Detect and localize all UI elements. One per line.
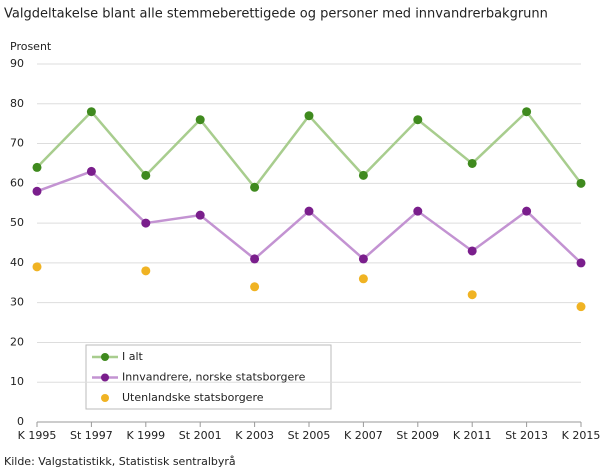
x-tick-label: K 1995 xyxy=(18,429,57,442)
data-point xyxy=(358,254,368,264)
x-tick-label: St 2009 xyxy=(396,429,439,442)
data-point xyxy=(32,262,42,272)
legend-marker xyxy=(101,373,109,382)
chart-title: Valgdeltakelse blant alle stemmeberettig… xyxy=(4,7,548,22)
data-point xyxy=(522,206,532,216)
legend-label: Innvandrere, norske statsborgere xyxy=(122,371,306,384)
legend-marker xyxy=(101,353,109,361)
x-tick-label: K 2007 xyxy=(344,429,383,442)
data-point xyxy=(467,158,477,168)
y-tick-label: 0 xyxy=(17,415,24,428)
x-tick-label: St 2013 xyxy=(505,429,548,442)
data-point xyxy=(576,302,586,312)
y-axis-label: Prosent xyxy=(10,40,52,53)
y-tick-label: 70 xyxy=(10,137,24,150)
legend-label: Utenlandske statsborgere xyxy=(122,391,264,404)
series-line xyxy=(36,109,582,190)
legend-marker xyxy=(101,394,109,402)
x-tick-label: St 2001 xyxy=(179,429,222,442)
data-point xyxy=(358,274,368,284)
legend-label: I alt xyxy=(122,350,144,363)
data-point xyxy=(467,290,477,300)
data-point xyxy=(141,218,151,228)
data-point xyxy=(413,115,423,125)
y-tick-label: 90 xyxy=(10,57,24,70)
data-point xyxy=(86,166,96,176)
y-tick-label: 40 xyxy=(10,256,24,269)
x-tick-label: St 2005 xyxy=(288,429,331,442)
data-point xyxy=(576,178,586,188)
legend-box xyxy=(85,344,332,410)
data-point xyxy=(195,210,205,220)
data-point xyxy=(195,115,205,125)
data-point xyxy=(250,182,260,192)
data-point xyxy=(86,107,96,117)
data-point xyxy=(576,258,586,268)
data-point xyxy=(141,170,151,180)
data-point xyxy=(522,107,532,117)
x-tick-label: K 2015 xyxy=(562,429,601,442)
y-tick-label: 60 xyxy=(10,176,24,189)
x-tick-label: St 1997 xyxy=(70,429,113,442)
data-point xyxy=(32,162,42,172)
x-tick-label: K 2003 xyxy=(235,429,274,442)
data-point xyxy=(304,206,314,216)
y-tick-label: 50 xyxy=(10,216,24,229)
x-tick-label: K 2011 xyxy=(453,429,492,442)
y-tick-label: 80 xyxy=(10,97,24,110)
source: Kilde: Valgstatistikk, Statistisk sentra… xyxy=(4,455,236,468)
series-line xyxy=(36,169,582,264)
data-point xyxy=(304,111,314,121)
data-point xyxy=(413,206,423,216)
data-point xyxy=(141,266,151,276)
x-tick-label: K 1999 xyxy=(126,429,165,442)
y-tick-label: 10 xyxy=(10,375,24,388)
data-point xyxy=(358,170,368,180)
data-point xyxy=(250,282,260,292)
y-tick-label: 20 xyxy=(10,335,24,348)
y-tick-label: 30 xyxy=(10,296,24,309)
data-point xyxy=(467,246,477,256)
data-point xyxy=(32,186,42,196)
data-point xyxy=(250,254,260,264)
